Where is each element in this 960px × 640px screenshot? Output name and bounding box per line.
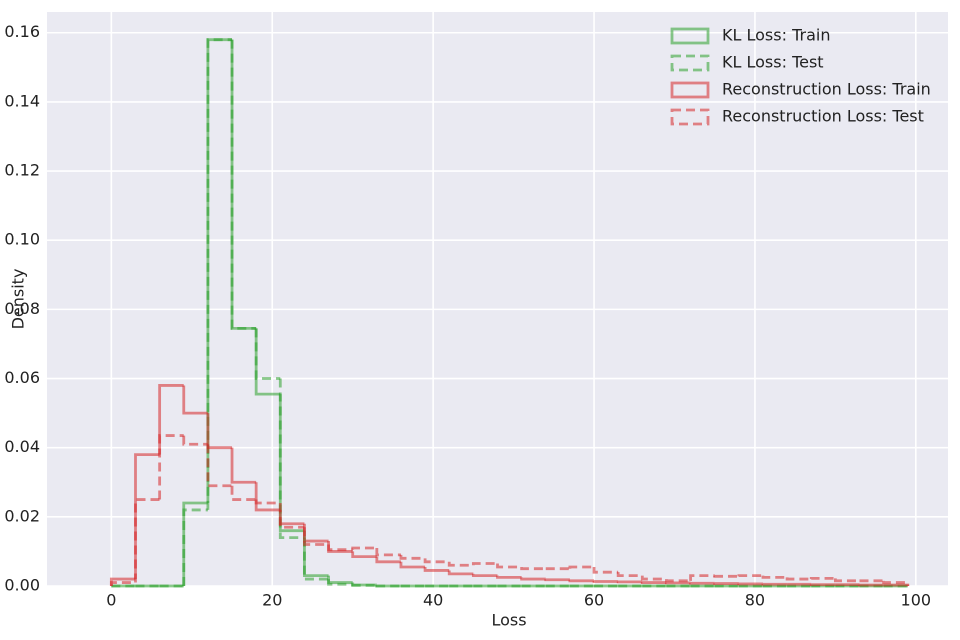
histogram-step (206, 444, 233, 488)
x-tick-label: 80 (745, 591, 765, 610)
y-tick-label: 0.02 (4, 506, 40, 525)
histogram-step (471, 562, 498, 566)
histogram-step (158, 384, 184, 455)
legend-swatch (670, 81, 710, 99)
histogram-step (568, 565, 595, 569)
x-axis-label: Loss (491, 611, 526, 630)
x-tick-label: 60 (584, 591, 604, 610)
histogram-step (544, 578, 570, 582)
histogram-step (206, 38, 233, 510)
histogram-step (254, 328, 281, 380)
x-tick-label: 0 (106, 591, 116, 610)
histogram-step (785, 577, 812, 581)
histogram-step (158, 434, 184, 500)
histogram-step (640, 575, 667, 581)
histogram-step (375, 547, 401, 557)
y-tick-label: 0.04 (4, 437, 40, 456)
legend-label: KL Loss: Test (722, 53, 824, 72)
legend-label: KL Loss: Train (722, 26, 830, 45)
histogram-step (592, 566, 619, 574)
histogram-step (737, 574, 763, 578)
histogram-step (592, 580, 619, 583)
histogram-step (182, 508, 208, 586)
histogram-step (447, 561, 474, 567)
histogram-step (520, 566, 546, 571)
y-tick-label: 0.00 (4, 576, 40, 595)
y-tick-label: 0.08 (4, 299, 40, 318)
histogram-step (230, 447, 257, 484)
plot-area (47, 12, 948, 586)
histogram-step (568, 579, 595, 583)
histogram-step (230, 485, 257, 501)
histogram-step (303, 537, 329, 581)
histogram-step (833, 578, 860, 583)
y-tick-label: 0.10 (4, 230, 40, 249)
histogram-step (496, 575, 522, 579)
y-tick-label: 0.16 (4, 22, 40, 41)
x-tick-label: 100 (901, 591, 932, 610)
histogram-step (496, 563, 522, 569)
legend-swatch (670, 27, 710, 45)
histogram-step (713, 574, 739, 578)
legend-swatch (670, 108, 710, 126)
histogram-step (882, 580, 910, 586)
histogram-step (809, 576, 836, 580)
histogram-step (375, 584, 401, 588)
histogram-step (640, 581, 667, 584)
histogram-step (399, 561, 426, 569)
histogram-step (109, 581, 136, 586)
histogram-step (423, 566, 450, 572)
histogram-step (883, 583, 910, 587)
histogram-step (351, 583, 377, 587)
y-tick-label: 0.12 (4, 161, 40, 180)
histogram-step (182, 501, 208, 586)
histogram-step (182, 435, 208, 446)
histogram-step (375, 556, 401, 564)
histogram-step (665, 579, 691, 583)
histogram-step (351, 551, 377, 559)
histogram-step (689, 574, 715, 581)
histogram-step (278, 378, 305, 539)
y-axis-label: Density (9, 269, 28, 330)
histogram-step (327, 541, 353, 553)
histogram-step (254, 499, 281, 505)
histogram-step (327, 579, 353, 586)
histogram-step (230, 39, 257, 330)
histogram-step (327, 544, 353, 552)
histogram-step (423, 558, 450, 564)
x-tick-label: 20 (262, 591, 282, 610)
histogram-step (399, 554, 426, 560)
histogram-step (182, 385, 208, 415)
histogram-step (278, 503, 305, 529)
legend-swatch (670, 54, 710, 72)
histogram-step (134, 498, 160, 583)
histogram-step (616, 572, 643, 578)
y-tick-label: 0.06 (4, 368, 40, 387)
histogram-step (447, 570, 474, 576)
histogram-step (254, 482, 281, 512)
histogram-step (303, 527, 329, 546)
histogram-step (520, 577, 546, 581)
legend-label: Reconstruction Loss: Test (722, 107, 924, 126)
histogram-step (471, 573, 498, 578)
legend-label: Reconstruction Loss: Train (722, 80, 931, 99)
y-tick-label: 0.14 (4, 91, 40, 110)
histogram-step (761, 575, 788, 579)
histogram-step (351, 546, 377, 550)
x-tick-label: 40 (423, 591, 443, 610)
